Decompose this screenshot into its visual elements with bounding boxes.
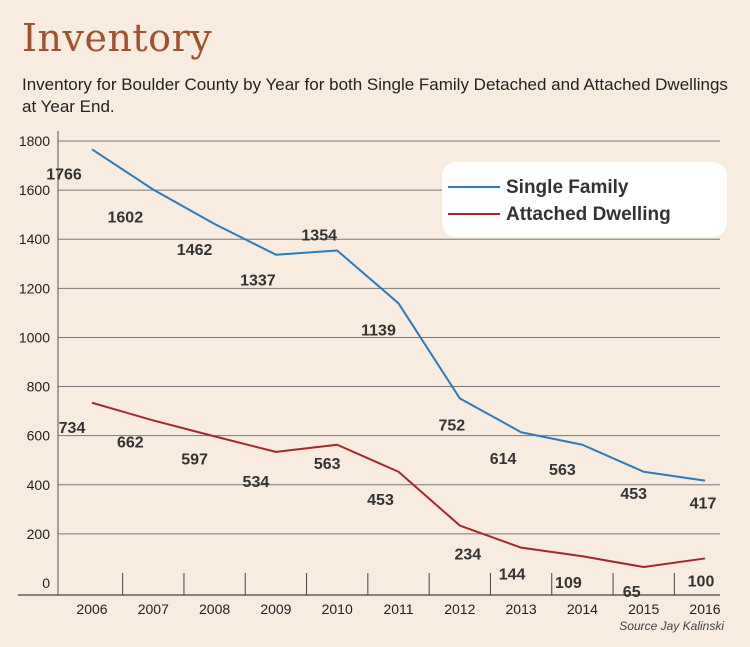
data-label-attached-dwelling: 597 — [181, 451, 208, 468]
y-tick-label: 400 — [27, 477, 51, 493]
data-label-attached-dwelling: 100 — [688, 573, 715, 590]
data-label-attached-dwelling: 65 — [623, 584, 641, 601]
y-tick-label: 1600 — [19, 182, 50, 198]
data-label-attached-dwelling: 534 — [243, 474, 270, 491]
data-label-layer: 1766 1602 1462 1337 1354 1139 752 614 563 453 417 7… — [46, 166, 716, 601]
data-label-single-family: 1766 — [46, 166, 82, 183]
data-label-single-family: 563 — [549, 462, 576, 479]
y-tick-label: 600 — [27, 428, 51, 444]
legend-box — [442, 162, 727, 237]
y-tick-label: 1000 — [19, 329, 50, 345]
x-tick-label: 2016 — [689, 601, 720, 617]
data-label-single-family: 1337 — [240, 273, 276, 290]
series-line-single-family — [91, 148, 706, 482]
x-tick-label: 2008 — [199, 601, 230, 617]
y-tick-label: 200 — [27, 526, 51, 542]
axis-layer: 0 200 400 600 800 1000 1200 1400 1600 1800 2006 200… — [18, 131, 721, 617]
legend-label-single-family: Single Family — [506, 177, 629, 198]
x-tick-label: 2007 — [138, 601, 169, 617]
x-tick-label: 2010 — [322, 601, 353, 617]
data-label-attached-dwelling: 734 — [59, 420, 86, 437]
data-label-single-family: 417 — [690, 496, 717, 513]
y-tick-label: 1200 — [19, 280, 50, 296]
series-layer — [91, 148, 706, 569]
x-tick-label: 2011 — [383, 601, 413, 617]
x-tick-label: 2009 — [260, 601, 291, 617]
chart-title: Inventory — [22, 16, 213, 60]
y-tick-label: 1800 — [19, 133, 50, 149]
y-tick-label: 0 — [42, 575, 50, 591]
grid-layer — [58, 140, 720, 535]
x-tick-label: 2012 — [444, 601, 475, 617]
data-label-attached-dwelling: 563 — [314, 456, 341, 473]
data-label-single-family: 614 — [490, 451, 517, 468]
data-label-attached-dwelling: 109 — [555, 575, 582, 592]
data-label-attached-dwelling: 144 — [499, 567, 526, 584]
series-line-attached-dwelling — [91, 401, 706, 569]
data-label-single-family: 1139 — [361, 322, 396, 339]
x-tick-label: 2014 — [567, 601, 598, 617]
data-label-single-family: 1602 — [108, 210, 144, 227]
data-label-attached-dwelling: 453 — [367, 492, 394, 509]
data-label-attached-dwelling: 234 — [454, 547, 481, 564]
x-tick-label: 2015 — [628, 601, 659, 617]
data-label-attached-dwelling: 662 — [117, 434, 144, 451]
y-tick-label: 800 — [27, 379, 51, 395]
x-tick-label: 2013 — [506, 601, 537, 617]
chart-subtitle: Inventory for Boulder County by Year for… — [22, 75, 728, 116]
legend-label-attached-dwelling: Attached Dwelling — [506, 204, 671, 225]
x-tick-label: 2006 — [76, 601, 107, 617]
y-tick-label: 1400 — [19, 231, 50, 247]
data-label-single-family: 1462 — [177, 242, 213, 259]
data-label-single-family: 453 — [620, 486, 647, 503]
source-credit: Source Jay Kalinski — [619, 619, 724, 633]
data-label-single-family: 752 — [438, 417, 465, 434]
legend: Single Family Attached Dwelling — [442, 162, 727, 237]
data-label-single-family: 1354 — [301, 228, 337, 245]
